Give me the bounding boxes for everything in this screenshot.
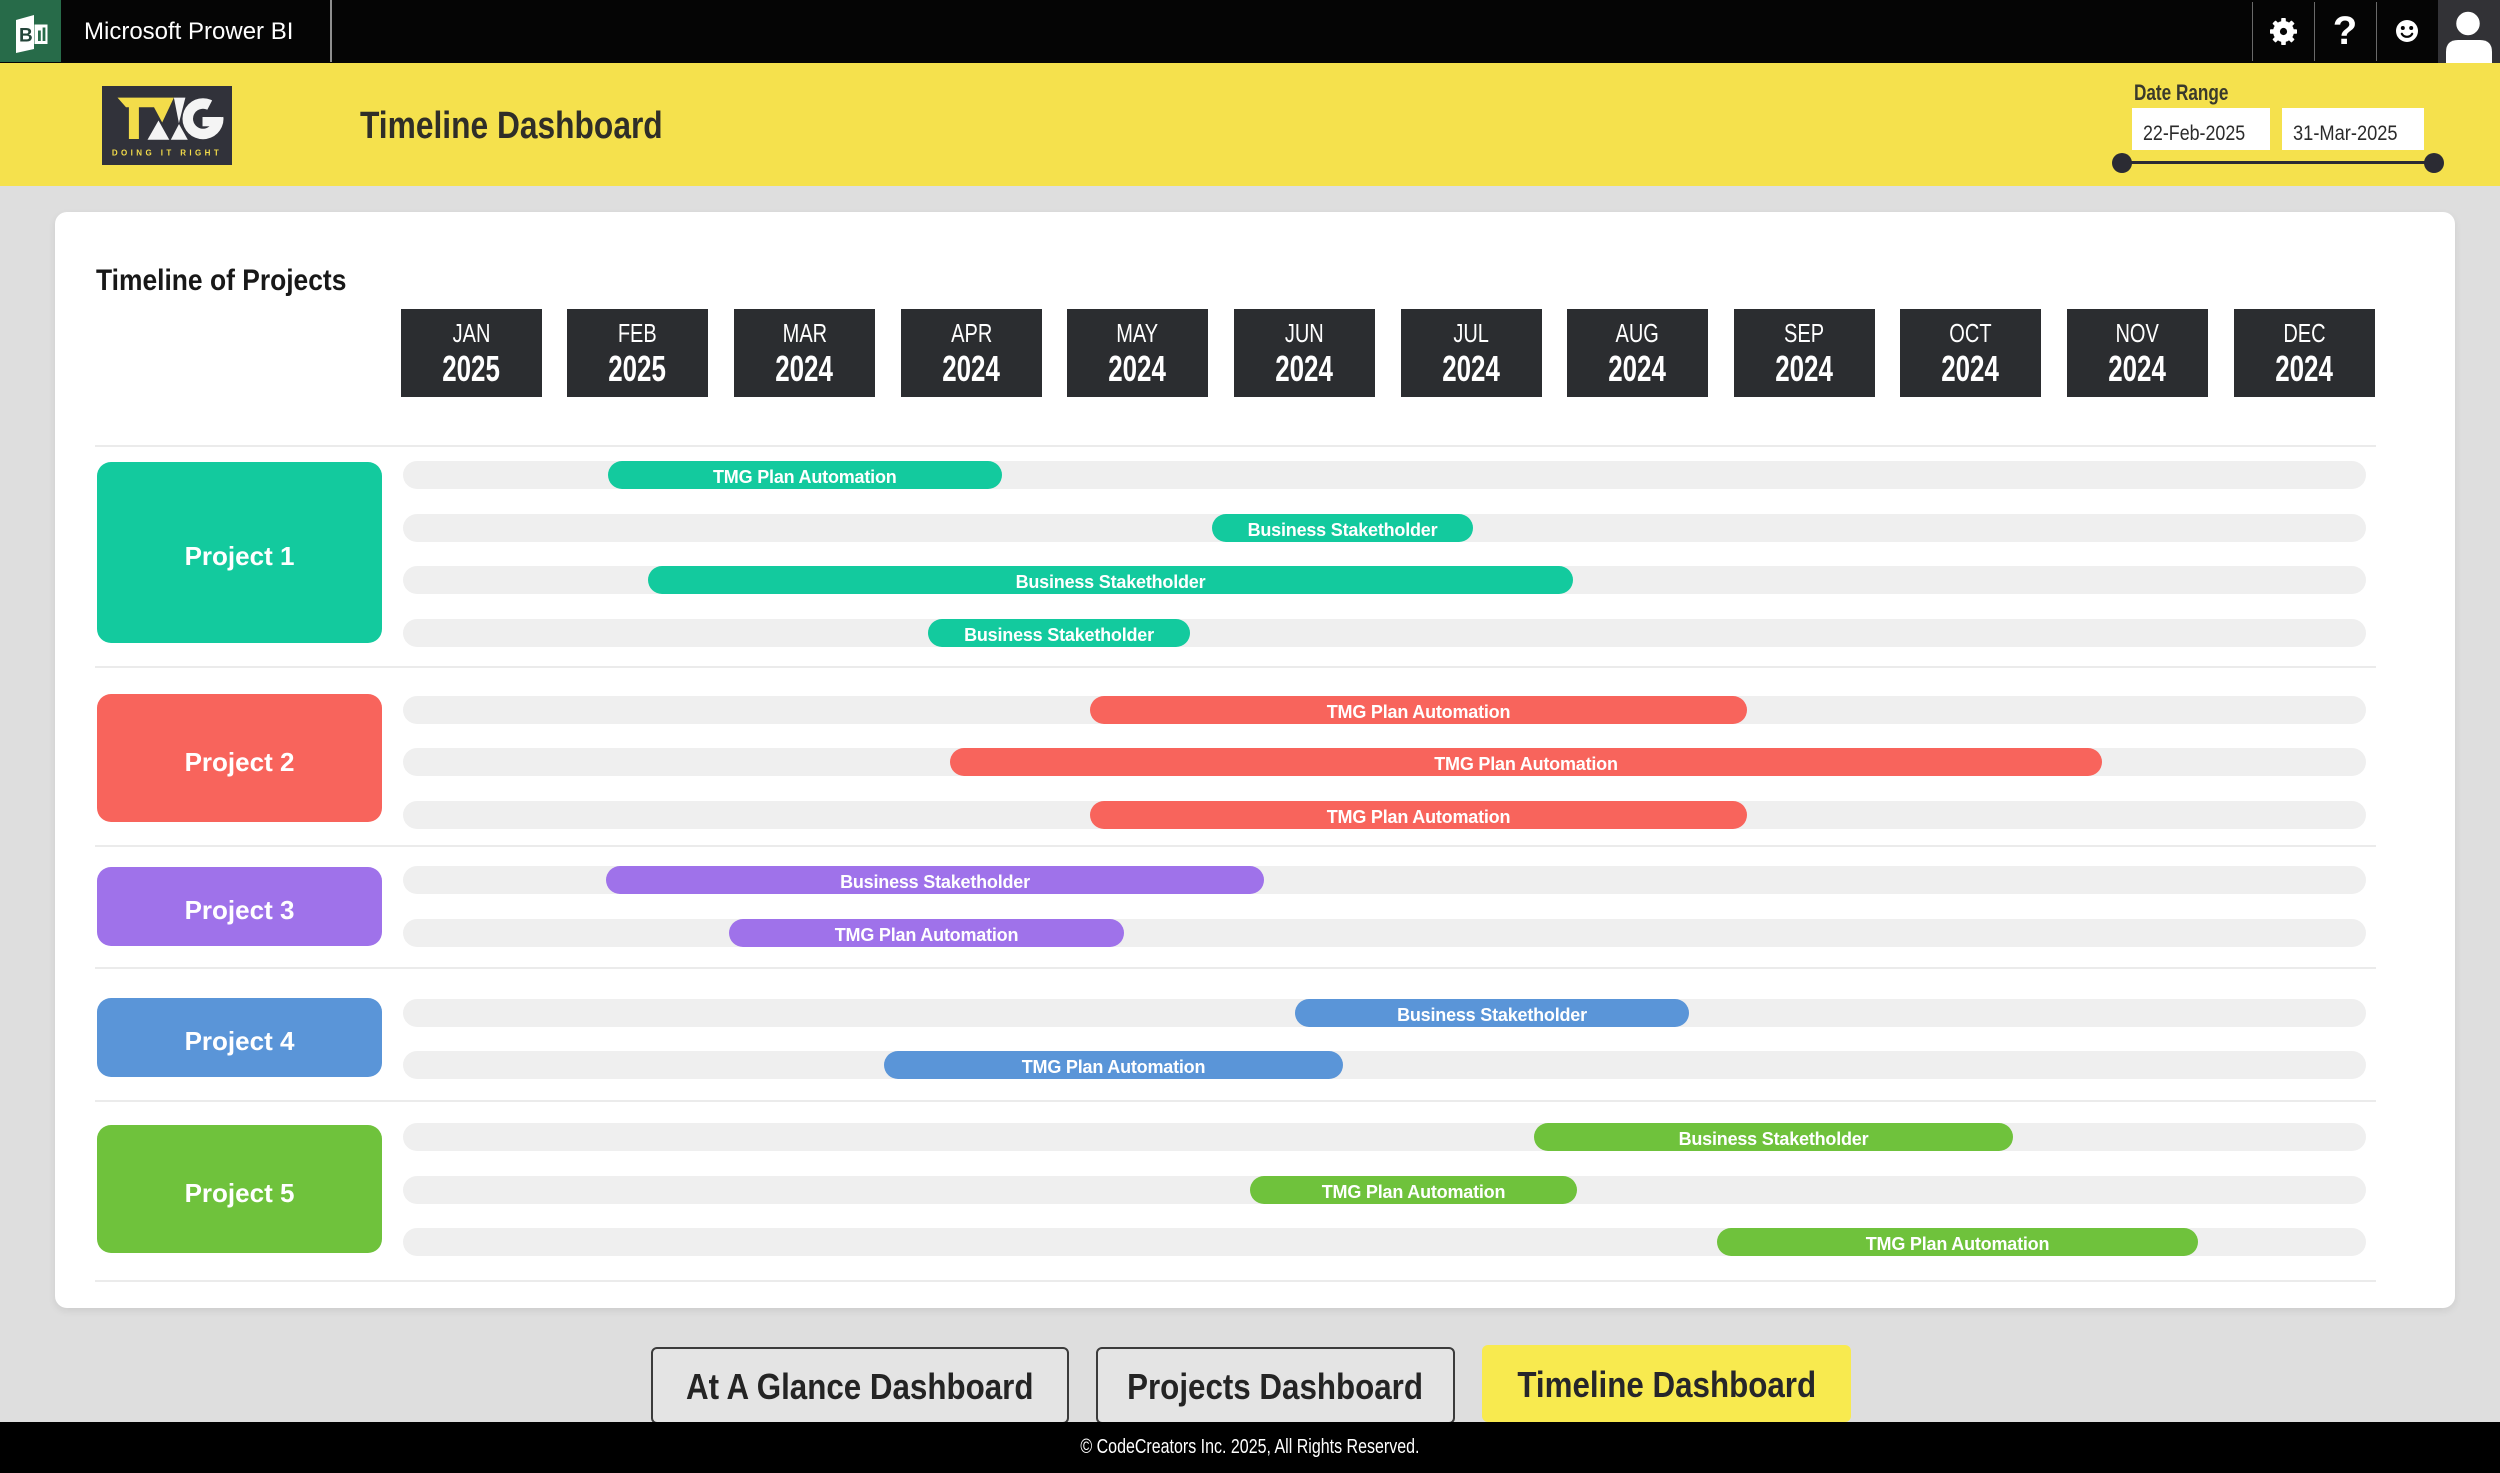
svg-text:B: B <box>19 26 33 47</box>
svg-text:DOING IT RIGHT: DOING IT RIGHT <box>112 149 222 158</box>
